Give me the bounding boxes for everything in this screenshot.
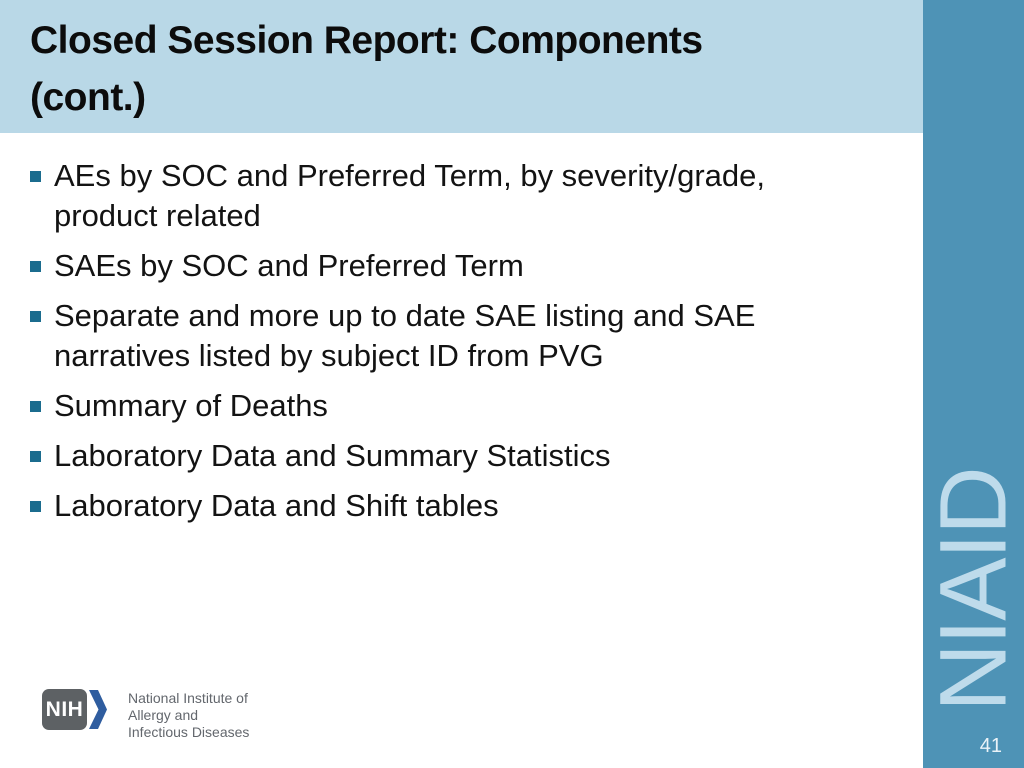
- bullet-text: Separate and more up to date SAE listing…: [54, 298, 756, 373]
- bullet-square-icon: [30, 451, 41, 462]
- nih-logo-box: NIH: [42, 689, 87, 730]
- bullet-list: AEs by SOC and Preferred Term, by severi…: [30, 156, 862, 526]
- page-number: 41: [979, 735, 1002, 757]
- bullet-text: AEs by SOC and Preferred Term, by severi…: [54, 158, 766, 233]
- bullet-text: Laboratory Data and Summary Statistics: [54, 438, 611, 473]
- bullet-text: Laboratory Data and Shift tables: [54, 488, 499, 523]
- niaid-sidebar: NIAID 41: [920, 0, 1024, 768]
- nih-logo: NIH National Institute of Allergy and In…: [42, 689, 249, 741]
- bullet-item: AEs by SOC and Preferred Term, by severi…: [30, 156, 862, 236]
- nih-org-line: National Institute of: [128, 690, 248, 706]
- bullet-text: Summary of Deaths: [54, 388, 328, 423]
- nih-org-line: Infectious Diseases: [128, 724, 250, 740]
- niaid-vertical-brand-text: NIAID: [920, 468, 1024, 712]
- bullet-square-icon: [30, 311, 41, 322]
- bullet-square-icon: [30, 401, 41, 412]
- nih-org-line: Allergy and: [128, 707, 199, 723]
- bullet-square-icon: [30, 261, 41, 272]
- bullet-item: Separate and more up to date SAE listing…: [30, 296, 862, 376]
- slide-title: Closed Session Report: Components (cont.…: [30, 19, 703, 119]
- bullet-item: Laboratory Data and Shift tables: [30, 486, 862, 526]
- slide-header: Closed Session Report: Components (cont.…: [0, 0, 923, 133]
- slide-body: AEs by SOC and Preferred Term, by severi…: [30, 156, 862, 536]
- bullet-item: Laboratory Data and Summary Statistics: [30, 436, 862, 476]
- nih-logo-chevron-icon: [89, 690, 107, 729]
- nih-logo-mark: NIH: [42, 689, 108, 730]
- bullet-square-icon: [30, 171, 41, 182]
- bullet-item: Summary of Deaths: [30, 386, 862, 426]
- nih-org-name: National Institute of Allergy and Infect…: [128, 689, 249, 741]
- bullet-item: SAEs by SOC and Preferred Term: [30, 246, 862, 286]
- bullet-square-icon: [30, 501, 41, 512]
- bullet-text: SAEs by SOC and Preferred Term: [54, 248, 524, 283]
